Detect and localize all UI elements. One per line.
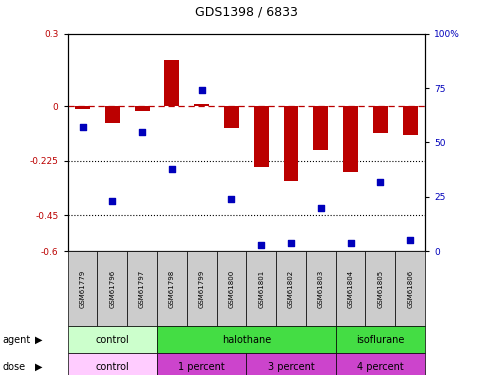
Point [227,196,235,202]
Bar [187,251,216,326]
Bar [75,106,90,109]
Bar [284,106,298,181]
Bar [98,251,127,326]
Text: GSM61804: GSM61804 [348,270,354,308]
Bar [246,251,276,326]
Bar [157,251,187,326]
Text: GDS1398 / 6833: GDS1398 / 6833 [195,6,298,19]
Text: GSM61802: GSM61802 [288,270,294,308]
Point [406,237,414,243]
Bar [246,353,336,375]
Bar [194,104,209,106]
Text: GSM61798: GSM61798 [169,270,175,308]
Text: GSM61803: GSM61803 [318,270,324,308]
Point [79,124,86,130]
Text: GSM61805: GSM61805 [377,270,384,308]
Text: agent: agent [2,335,30,345]
Text: GSM61799: GSM61799 [199,270,205,308]
Bar [127,251,157,326]
Bar [224,106,239,128]
Text: 4 percent: 4 percent [357,362,404,372]
Bar [373,106,388,133]
Text: dose: dose [2,362,26,372]
Point [287,240,295,246]
Text: control: control [96,362,129,372]
Text: GSM61806: GSM61806 [407,270,413,308]
Point [168,166,176,172]
Text: 3 percent: 3 percent [268,362,314,372]
Bar [343,106,358,171]
Bar [366,251,395,326]
Point [257,242,265,248]
Bar [403,106,418,135]
Point [347,240,355,246]
Text: ▶: ▶ [35,335,43,345]
Text: control: control [96,335,129,345]
Bar [68,251,98,326]
Bar [336,353,425,375]
Text: GSM61801: GSM61801 [258,270,264,308]
Bar [216,251,246,326]
Bar [276,251,306,326]
Text: GSM61797: GSM61797 [139,270,145,308]
Bar [313,106,328,150]
Bar [105,106,120,123]
Text: 1 percent: 1 percent [178,362,225,372]
Bar [306,251,336,326]
Point [317,205,325,211]
Text: GSM61779: GSM61779 [80,270,85,308]
Bar [157,326,336,353]
Point [109,198,116,204]
Bar [395,251,425,326]
Bar [336,326,425,353]
Point [377,178,384,184]
Text: ▶: ▶ [35,362,43,372]
Bar [135,106,150,111]
Text: isoflurane: isoflurane [356,335,405,345]
Bar [336,251,366,326]
Text: GSM61796: GSM61796 [109,270,115,308]
Bar [68,326,157,353]
Point [198,87,206,93]
Point [138,129,146,135]
Bar [68,353,157,375]
Bar [164,60,179,106]
Text: halothane: halothane [222,335,271,345]
Bar [157,353,246,375]
Text: GSM61800: GSM61800 [228,270,234,308]
Bar [254,106,269,166]
